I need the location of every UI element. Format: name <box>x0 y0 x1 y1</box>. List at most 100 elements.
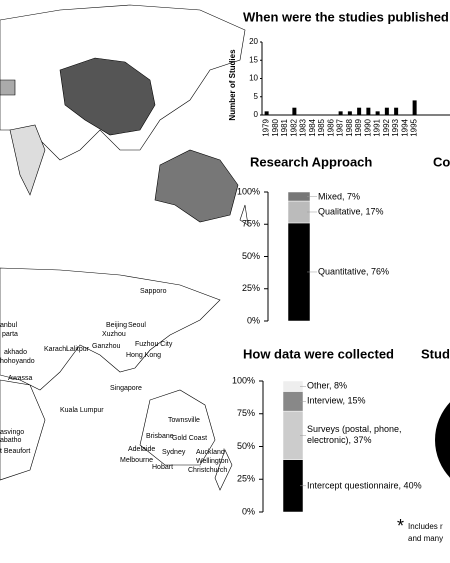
city-label: t Beaufort <box>0 448 30 455</box>
india <box>9 124 46 196</box>
value-label: Intercept questionnaire, 40% <box>307 480 422 491</box>
heading: Co <box>433 154 450 169</box>
city-label: hohoyando <box>0 358 35 365</box>
city-label: anbul <box>0 322 18 329</box>
city-label: Townsville <box>168 417 200 424</box>
australia <box>154 149 239 223</box>
value-label: Mixed, 7% <box>318 191 361 201</box>
bar-segment <box>287 200 311 224</box>
nz <box>239 204 249 226</box>
city-label: Singapore <box>110 385 142 392</box>
city-label: akhado <box>4 349 27 356</box>
city-label: Christchurch <box>188 467 227 474</box>
y-tick-label: 100% <box>232 375 255 385</box>
x-tick-label: 1992 <box>382 118 391 136</box>
city-label: Lalitpur <box>66 346 90 353</box>
map-top <box>0 4 249 226</box>
bar <box>292 107 297 115</box>
x-tick-label: 1994 <box>400 118 409 136</box>
city-label: Melbourne <box>120 457 153 464</box>
x-tick-label: 1989 <box>354 118 363 136</box>
city-label: Wellington <box>196 458 229 465</box>
city-label: Kuala Lumpur <box>60 407 104 414</box>
city-label: Auckland <box>196 449 225 456</box>
y-tick-label: 100% <box>237 186 260 196</box>
value-label: Interview, 15% <box>307 395 366 406</box>
y-tick-label: 15 <box>249 55 258 64</box>
heading: Research Approach <box>250 154 372 169</box>
heading: When were the studies published <box>243 9 449 24</box>
bar <box>347 111 352 115</box>
x-tick-label: 1980 <box>271 118 280 136</box>
city-label: Karachi <box>44 346 68 353</box>
nz <box>214 449 233 491</box>
africa <box>0 379 46 481</box>
x-tick-label: 1985 <box>317 118 326 136</box>
y-tick-label: 10 <box>249 74 258 83</box>
x-tick-label: 1993 <box>391 118 400 136</box>
y-tick-label: 0% <box>242 506 255 516</box>
x-tick-label: 1990 <box>363 118 372 136</box>
footnote: Includes r <box>408 522 443 531</box>
x-tick-label: 1984 <box>308 118 317 136</box>
y-tick-label: 0 <box>254 110 259 119</box>
map-bottom <box>0 267 233 491</box>
bar <box>357 107 362 115</box>
y-tick-label: 50% <box>242 251 260 261</box>
china <box>59 57 156 136</box>
y-tick-label: 75% <box>237 408 255 418</box>
bar <box>366 107 371 115</box>
city-label: Hobart <box>152 464 173 471</box>
value-label: Qualitative, 17% <box>318 206 384 217</box>
city-label: Gold Coast <box>172 435 207 442</box>
australia <box>139 389 216 466</box>
footnote-marker: * <box>397 516 404 536</box>
x-tick-label: 1981 <box>280 118 289 136</box>
city-label: abatho <box>0 437 22 444</box>
y-tick-label: 0% <box>247 315 260 325</box>
y-tick-label: 20 <box>249 37 258 46</box>
y-tick-label: 75% <box>242 219 260 229</box>
heading: How data were collected <box>243 346 394 361</box>
city-label: Fuzhou City <box>135 341 173 348</box>
y-tick-label: 25% <box>237 474 255 484</box>
city-label: parta <box>2 331 18 338</box>
x-tick-label: 1987 <box>336 118 345 136</box>
land <box>0 267 221 391</box>
bar <box>384 107 389 115</box>
bar-segment <box>287 222 311 322</box>
city-label: Awassa <box>8 375 32 382</box>
x-tick-label: 1979 <box>262 118 271 136</box>
value-label: Other, 8% <box>307 380 348 391</box>
x-tick-label: 1988 <box>345 118 354 136</box>
city-label: asvingo <box>0 429 24 436</box>
value-label: Surveys (postal, phone, electronic), 37% <box>307 424 402 446</box>
bar <box>394 107 399 115</box>
footnote: and many <box>408 534 443 543</box>
city-label: Beijing <box>106 322 127 329</box>
value-label: Quantitative, 76% <box>318 266 390 277</box>
bar <box>412 100 417 115</box>
x-tick-label: 1983 <box>299 118 308 136</box>
city-label: Sydney <box>162 449 186 456</box>
city-label: Ganzhou <box>92 343 121 350</box>
x-tick-label: 1995 <box>410 118 419 136</box>
y-tick-label: 5 <box>254 92 259 101</box>
bar <box>375 111 380 115</box>
city-label: Seoul <box>128 322 146 329</box>
y-axis-label: Number of Studies <box>228 49 237 121</box>
bar-segment <box>287 191 311 202</box>
y-tick-label: 50% <box>237 441 255 451</box>
x-tick-label: 1982 <box>289 118 298 136</box>
city-label: Sapporo <box>140 288 167 295</box>
heading: Stud <box>421 346 450 361</box>
x-tick-label: 1991 <box>373 118 382 136</box>
city-label: Brisbane <box>146 433 174 440</box>
bar <box>264 111 269 115</box>
x-tick-label: 1986 <box>326 118 335 136</box>
city-label: Xuzhou <box>102 331 126 338</box>
pie-partial <box>435 402 450 478</box>
city-label: Hong Kong <box>126 352 161 359</box>
